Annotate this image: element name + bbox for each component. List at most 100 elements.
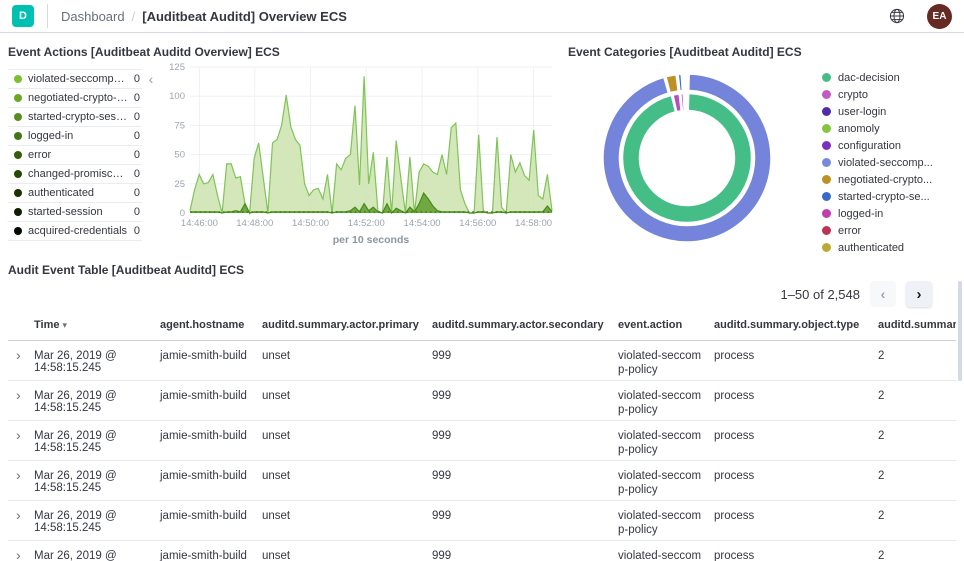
legend-item[interactable]: anomoly [822,120,964,137]
globe-icon[interactable] [889,8,905,24]
legend-item[interactable]: authenticated [822,239,964,256]
legend-color-dot [822,243,831,252]
legend-collapse-icon[interactable]: ‹ [148,71,154,87]
legend-color-dot [822,124,831,133]
cell-actor-secondary: 999 [432,340,618,381]
row-expand-icon[interactable]: › [8,500,34,541]
legend-color-dot [14,170,22,178]
legend-label: violated-seccomp... [838,156,933,169]
table-row: › Mar 26, 2019 @ 14:58:15.245 jamie-smit… [8,540,956,561]
cell-actor-secondary: 999 [432,420,618,461]
breadcrumb-separator: / [131,8,136,24]
legend-item[interactable]: violated-seccomp-p... 0 [8,70,142,89]
legend-color-dot [822,192,831,201]
table-row: › Mar 26, 2019 @ 14:58:15.245 jamie-smit… [8,380,956,421]
app-logo[interactable]: D [12,5,34,27]
cell-actor-secondary: 999 [432,540,618,561]
donut-segment-negotiated-crypto-key[interactable] [665,73,680,94]
user-avatar[interactable]: EA [927,3,952,29]
legend-label: authenticated [28,187,95,199]
legend-label: violated-seccomp-p... [28,73,128,85]
row-expand-icon[interactable]: › [8,380,34,421]
event-actions-area-chart[interactable]: 0 25 50 75 100 125 14:46:00 14:48:00 14:50:00 14:… [160,61,558,257]
legend-value: 0 [133,206,140,218]
legend-item[interactable]: user-login [822,103,964,120]
legend-item[interactable]: logged-in 0 [8,127,142,146]
row-expand-icon[interactable]: › [8,460,34,501]
legend-item[interactable]: logged-in [822,205,964,222]
cell-hostname: jamie-smith-build [160,340,262,381]
sort-descending-icon[interactable]: ▾ [62,320,68,330]
column-header[interactable]: Time ▾ [34,311,160,341]
legend-value: 0 [133,187,140,199]
cell-summary: 2 [878,500,956,541]
legend-item[interactable]: configuration [822,137,964,154]
legend-item[interactable]: started-session 0 [8,203,142,222]
column-header[interactable]: auditd.summary.object.type [714,311,878,341]
column-header[interactable]: event.action [618,311,714,341]
donut-segment-crypto[interactable] [672,93,683,113]
legend-item[interactable]: negotiated-crypto... [822,171,964,188]
topbar-divider [47,4,48,28]
legend-item[interactable]: started-crypto-sessi... 0 [8,108,142,127]
legend-item[interactable]: violated-seccomp... [822,154,964,171]
previous-page-button[interactable]: ‹ [870,281,896,307]
x-axis-title: per 10 seconds [333,234,410,246]
legend-item[interactable]: changed-promiscuo... 0 [8,165,142,184]
y-axis-tick-label: 125 [169,62,185,73]
event-categories-panel: Event Categories [Auditbeat Auditd] ECS … [558,39,964,254]
cell-hostname: jamie-smith-build [160,420,262,461]
legend-item[interactable]: negotiated-crypto-key 0 [8,89,142,108]
column-header[interactable]: auditd.summary.actor.secondary [432,311,618,341]
legend-label: configuration [838,139,901,152]
cell-event-action: violated-seccomp-policy [618,380,714,421]
row-expand-icon[interactable]: › [8,420,34,461]
legend-value: 0 [133,168,140,180]
event-actions-panel-title: Event Actions [Auditbeat Auditd Overview… [8,45,280,59]
donut-segment-configuration[interactable] [679,92,685,112]
legend-item[interactable]: error [822,222,964,239]
legend-label: crypto [838,88,868,101]
table-scrollbar[interactable] [958,281,962,381]
legend-item[interactable]: error 0 [8,146,142,165]
donut-segment-started-crypto-session[interactable] [677,73,684,92]
row-expand-icon[interactable]: › [8,540,34,561]
area-series-outline [190,191,553,215]
row-expand-icon[interactable]: › [8,340,34,381]
cell-time: Mar 26, 2019 @ 14:58:15.245 [34,460,160,501]
breadcrumb[interactable]: Dashboard [61,8,125,24]
legend-color-dot [14,189,22,197]
table-row: › Mar 26, 2019 @ 14:58:15.245 jamie-smit… [8,500,956,541]
cell-time: Mar 26, 2019 @ 14:58:15.245 [34,540,160,561]
legend-value: 0 [133,73,140,85]
legend-item[interactable]: acquired-credentials 0 [8,222,142,241]
legend-value: 0 [133,92,140,104]
next-page-button[interactable]: › [906,281,932,307]
x-axis-tick-label: 14:46:00 [181,218,218,229]
event-categories-donut-chart[interactable] [594,65,780,256]
cell-event-action: violated-seccomp-policy [618,540,714,561]
legend-item[interactable]: started-crypto-se... [822,188,964,205]
donut-segment-violated-seccomp-policy[interactable] [602,73,772,243]
event-categories-panel-title: Event Categories [Auditbeat Auditd] ECS [568,45,802,59]
legend-item[interactable]: authenticated 0 [8,184,142,203]
column-header[interactable]: agent.hostname [160,311,262,341]
cell-actor-secondary: 999 [432,460,618,501]
cell-actor-primary: unset [262,340,432,381]
table-pagination: 1–50 of 2,548 ‹ › [8,279,956,309]
column-header[interactable]: auditd.summary.actor.primary [262,311,432,341]
audit-table-panel: Audit Event Table [Auditbeat Auditd] ECS… [0,251,964,561]
cell-event-action: violated-seccomp-policy [618,500,714,541]
legend-label: logged-in [28,130,74,142]
legend-item[interactable]: crypto [822,86,964,103]
donut-segment-dac-decision[interactable] [621,92,753,224]
cell-time: Mar 26, 2019 @ 14:58:15.245 [34,500,160,541]
legend-item[interactable]: dac-decision [822,69,964,86]
legend-color-dot [14,113,22,121]
legend-color-dot [14,208,22,216]
column-header[interactable]: auditd.summary [878,311,956,341]
x-axis-tick-label: 14:56:00 [459,218,496,229]
table-header-row: Time ▾ agent.hostname auditd.summary.actor.… [8,311,956,341]
legend-color-dot [14,151,22,159]
event-actions-legend: violated-seccomp-p... 0 negotiated-crypt… [8,69,142,257]
